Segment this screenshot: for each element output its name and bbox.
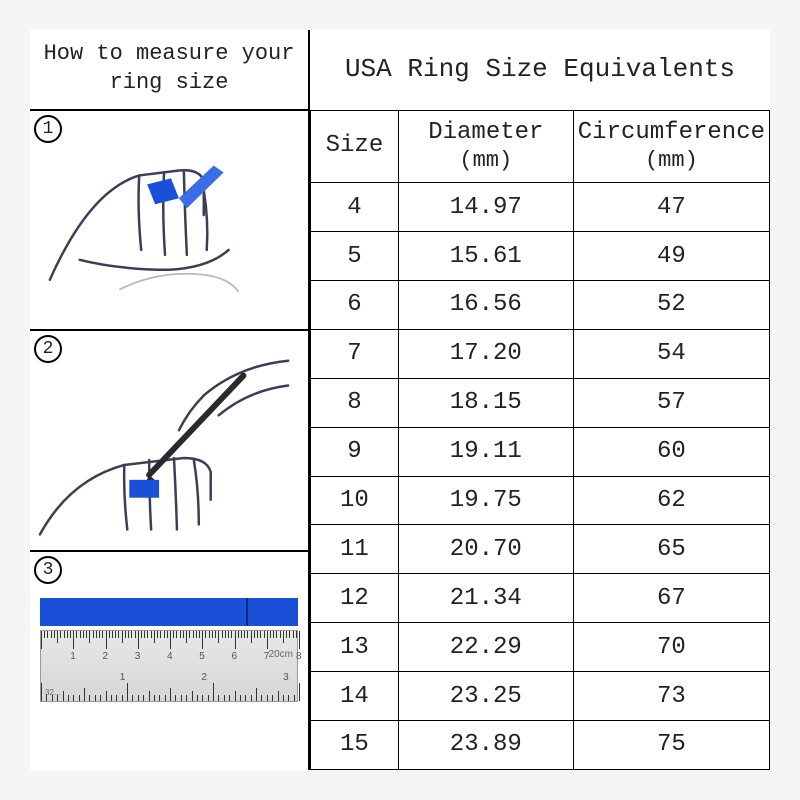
- hand-mark-icon: [30, 331, 308, 549]
- hand-wrap-icon: [30, 111, 308, 329]
- left-panel: How to measure your ring size 1: [30, 30, 310, 770]
- cell-circumference: 60: [573, 427, 769, 476]
- cell-circumference: 62: [573, 476, 769, 525]
- cell-circumference: 54: [573, 329, 769, 378]
- table-row: 616.5652: [311, 280, 770, 329]
- cell-size: 6: [311, 280, 399, 329]
- blue-strip-mark: [129, 480, 159, 498]
- cell-size: 13: [311, 623, 399, 672]
- ring-size-card: How to measure your ring size 1: [30, 30, 770, 770]
- col-size-label: Size: [326, 132, 384, 159]
- col-diameter-label: Diameter: [428, 119, 543, 146]
- cell-size: 4: [311, 183, 399, 232]
- cell-size: 12: [311, 574, 399, 623]
- cell-circumference: 65: [573, 525, 769, 574]
- table-row: 1120.7065: [311, 525, 770, 574]
- cell-circumference: 75: [573, 720, 769, 769]
- right-panel: USA Ring Size Equivalents Size Diameter …: [310, 30, 770, 770]
- table-row: 919.1160: [311, 427, 770, 476]
- table-row: 1019.7562: [311, 476, 770, 525]
- cell-diameter: 23.89: [398, 720, 573, 769]
- ruler-icon: 20cm 32... 12345678123: [40, 630, 298, 702]
- step-badge-3: 3: [34, 556, 62, 584]
- cell-size: 15: [311, 720, 399, 769]
- col-circ-label: Circumference: [578, 119, 765, 146]
- step-badge-1: 1: [34, 115, 62, 143]
- right-title: USA Ring Size Equivalents: [310, 30, 770, 110]
- cell-diameter: 15.61: [398, 232, 573, 281]
- pen-icon: [143, 376, 243, 488]
- ruler-unit-cm: 20cm: [269, 649, 293, 660]
- left-title: How to measure your ring size: [30, 30, 308, 109]
- ruler-cm-number: 5: [199, 651, 205, 662]
- size-table: Size Diameter (mm) Circumference (mm) 41…: [310, 110, 770, 770]
- table-row: 1523.8975: [311, 720, 770, 769]
- cell-size: 8: [311, 378, 399, 427]
- col-circumference: Circumference (mm): [573, 111, 769, 183]
- cell-size: 10: [311, 476, 399, 525]
- ruler-in-number: 2: [201, 672, 207, 683]
- table-row: 818.1557: [311, 378, 770, 427]
- ruler-cm-number: 2: [103, 651, 109, 662]
- cell-circumference: 67: [573, 574, 769, 623]
- col-size: Size: [311, 111, 399, 183]
- cell-diameter: 19.11: [398, 427, 573, 476]
- table-row: 1221.3467: [311, 574, 770, 623]
- cell-size: 14: [311, 672, 399, 721]
- table-row: 1322.2970: [311, 623, 770, 672]
- table-row: 717.2054: [311, 329, 770, 378]
- left-title-line1: How to measure your: [44, 41, 295, 66]
- step-2: 2: [30, 329, 308, 549]
- ruler-cm-number: 1: [70, 651, 76, 662]
- cell-diameter: 21.34: [398, 574, 573, 623]
- cell-diameter: 23.25: [398, 672, 573, 721]
- table-row: 1423.2573: [311, 672, 770, 721]
- col-circ-unit: (mm): [578, 148, 765, 174]
- cell-size: 11: [311, 525, 399, 574]
- table-row: 515.6149: [311, 232, 770, 281]
- cell-diameter: 14.97: [398, 183, 573, 232]
- ruler-in-number: 1: [120, 672, 126, 683]
- cell-diameter: 20.70: [398, 525, 573, 574]
- blue-strip-wrap: [147, 179, 179, 205]
- ruler-cm-number: 7: [264, 651, 270, 662]
- table-header-row: Size Diameter (mm) Circumference (mm): [311, 111, 770, 183]
- ruler-in-number: 3: [283, 672, 289, 683]
- cell-diameter: 18.15: [398, 378, 573, 427]
- cell-size: 5: [311, 232, 399, 281]
- ruler-cm-number: 6: [232, 651, 238, 662]
- cell-diameter: 22.29: [398, 623, 573, 672]
- left-title-line2: ring size: [110, 70, 229, 95]
- cell-size: 7: [311, 329, 399, 378]
- cell-diameter: 16.56: [398, 280, 573, 329]
- ruler-cm-number: 3: [135, 651, 141, 662]
- ruler-cm-number: 4: [167, 651, 173, 662]
- blue-strip-measure: [40, 598, 298, 626]
- cell-circumference: 57: [573, 378, 769, 427]
- cell-circumference: 47: [573, 183, 769, 232]
- cell-diameter: 19.75: [398, 476, 573, 525]
- step-1: 1: [30, 109, 308, 329]
- ruler-cm-number: 8: [296, 651, 302, 662]
- cell-circumference: 49: [573, 232, 769, 281]
- step-3: 3 20cm 32... 12345678123: [30, 550, 308, 770]
- table-row: 414.9747: [311, 183, 770, 232]
- col-diameter: Diameter (mm): [398, 111, 573, 183]
- cell-diameter: 17.20: [398, 329, 573, 378]
- table-body: 414.9747515.6149616.5652717.2054818.1557…: [311, 183, 770, 770]
- cell-circumference: 52: [573, 280, 769, 329]
- cell-circumference: 73: [573, 672, 769, 721]
- cell-size: 9: [311, 427, 399, 476]
- cell-circumference: 70: [573, 623, 769, 672]
- col-diameter-unit: (mm): [403, 148, 569, 174]
